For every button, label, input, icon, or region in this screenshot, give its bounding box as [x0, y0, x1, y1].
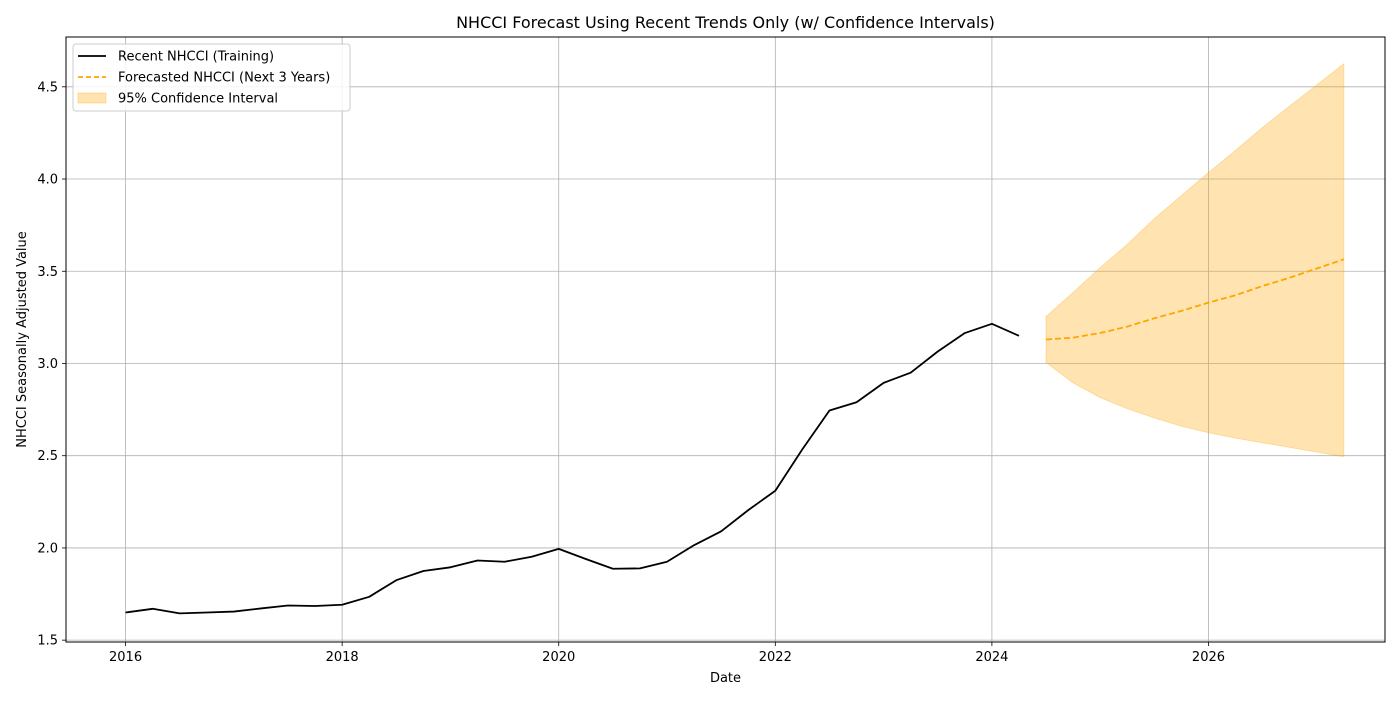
y-tick-label: 1.5: [37, 634, 58, 649]
training-series-line: [125, 322, 1020, 615]
legend-label: Recent NHCCI (Training): [118, 50, 274, 65]
confidence-interval-band: [1045, 62, 1345, 458]
x-tick-label: 2016: [109, 650, 142, 665]
y-tick-label: 2.5: [37, 449, 58, 464]
y-tick-label: 3.0: [37, 357, 58, 372]
y-tick-label: 4.0: [37, 173, 58, 188]
x-tick-label: 2024: [975, 650, 1008, 665]
x-tick-label: 2026: [1192, 650, 1225, 665]
x-axis-label: Date: [710, 671, 741, 686]
chart-title: NHCCI Forecast Using Recent Trends Only …: [456, 13, 995, 32]
x-tick-label: 2020: [542, 650, 575, 665]
legend-label: 95% Confidence Interval: [118, 92, 278, 107]
confidence-band-layer: [1045, 62, 1345, 458]
x-tick-label: 2022: [759, 650, 792, 665]
legend-label: Forecasted NHCCI (Next 3 Years): [118, 71, 330, 86]
legend-swatch-band: [77, 92, 107, 104]
y-axis-label: NHCCI Seasonally Adjusted Value: [15, 231, 30, 448]
y-tick-label: 2.0: [37, 541, 58, 556]
grid-lines: [66, 37, 1385, 642]
x-tick-label: 2018: [326, 650, 359, 665]
plot-frame: [65, 36, 1386, 643]
y-tick-label: 4.5: [37, 80, 58, 95]
legend-box: [72, 43, 351, 112]
forecast-series-line: [1045, 258, 1345, 341]
series-lines-layer: [125, 258, 1345, 615]
legend: Recent NHCCI (Training) Forecasted NHCCI …: [72, 43, 351, 112]
axis-ticks: 2016 2018 2020 2022 2024 2026 1.5 2.0 2.5 3.0 3.5 4…: [37, 80, 1225, 665]
y-tick-label: 3.5: [37, 265, 58, 280]
